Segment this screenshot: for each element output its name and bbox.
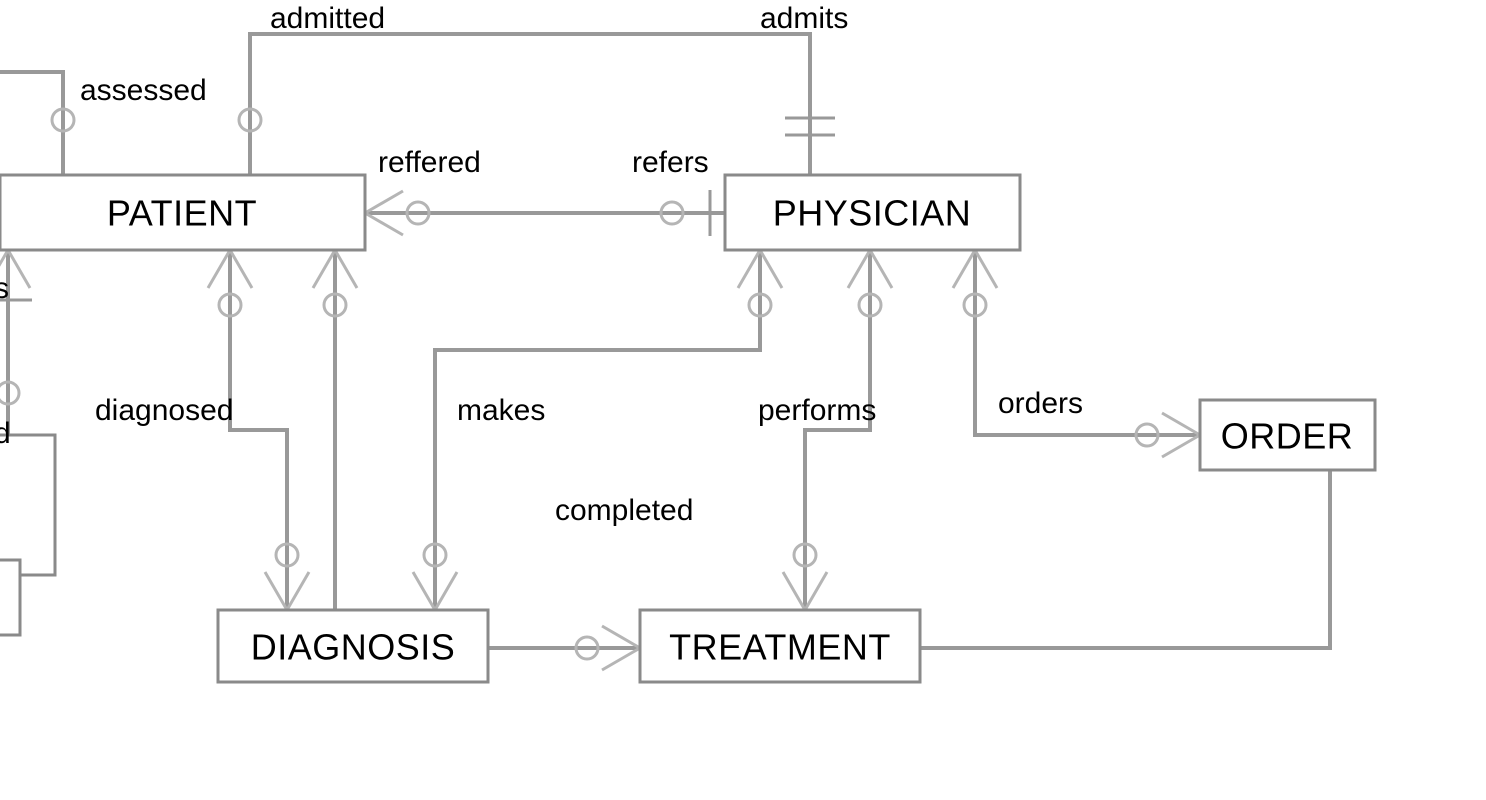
label-refers: refers bbox=[632, 146, 709, 179]
label-completed: completed bbox=[555, 494, 693, 527]
entity-treatment: TREATMENT bbox=[640, 610, 920, 682]
entity-patient-label: PATIENT bbox=[107, 193, 257, 234]
edge-diagnosed bbox=[230, 250, 287, 610]
label-reffered: reffered bbox=[378, 146, 481, 179]
entity-diagnosis: DIAGNOSIS bbox=[218, 610, 488, 682]
label-performs: performs bbox=[758, 394, 876, 427]
label-admits: admits bbox=[760, 2, 848, 35]
edge-makes bbox=[435, 250, 760, 610]
entity-patient: PATIENT bbox=[0, 175, 365, 250]
label-has-s: s bbox=[0, 272, 9, 305]
label-orders: orders bbox=[998, 387, 1083, 420]
label-makes: makes bbox=[457, 394, 545, 427]
er-diagram: PATIENT PHYSICIAN DIAGNOSIS TREATMENT OR… bbox=[0, 0, 1486, 800]
entity-diagnosis-label: DIAGNOSIS bbox=[251, 627, 456, 668]
label-admitted: admitted bbox=[270, 2, 385, 35]
entity-treatment-label: TREATMENT bbox=[669, 627, 891, 668]
label-assessed: assessed bbox=[80, 74, 207, 107]
entity-partial-2 bbox=[0, 560, 20, 635]
entity-physician-label: PHYSICIAN bbox=[773, 193, 972, 234]
edge-order-treatment bbox=[920, 470, 1330, 648]
edge-admitted-admits bbox=[250, 34, 810, 175]
entity-partial-1 bbox=[0, 435, 55, 575]
edge-completed bbox=[335, 250, 640, 648]
label-has-d: d bbox=[0, 417, 11, 450]
label-diagnosed: diagnosed bbox=[95, 394, 233, 427]
entity-physician: PHYSICIAN bbox=[725, 175, 1020, 250]
entity-order: ORDER bbox=[1200, 400, 1375, 470]
entity-order-label: ORDER bbox=[1221, 416, 1354, 457]
